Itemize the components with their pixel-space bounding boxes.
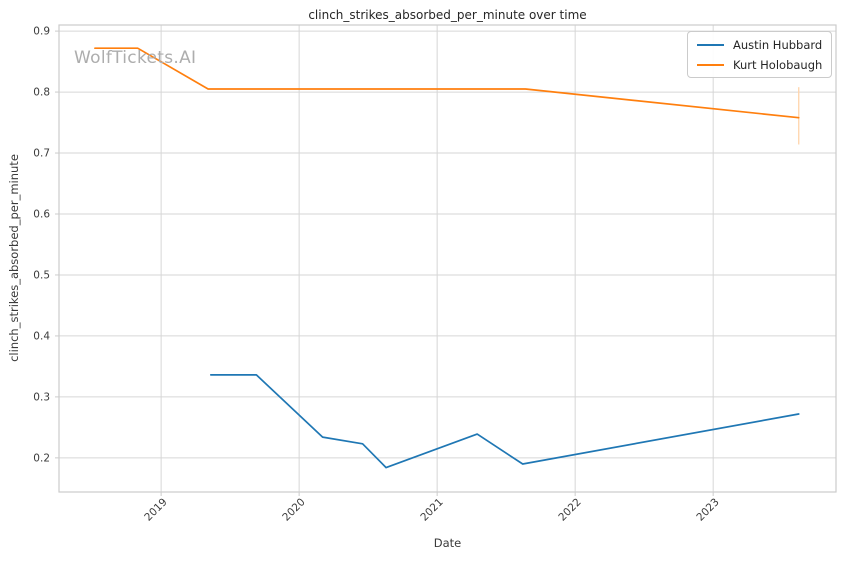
svg-text:0.9: 0.9 bbox=[33, 26, 50, 38]
legend-label-kurt-holobaugh: Kurt Holobaugh bbox=[733, 57, 823, 72]
svg-text:2021: 2021 bbox=[418, 496, 445, 523]
legend: Austin Hubbard Kurt Holobaugh bbox=[687, 31, 832, 78]
legend-item-kurt-holobaugh: Kurt Holobaugh bbox=[697, 57, 823, 72]
legend-label-austin-hubbard: Austin Hubbard bbox=[733, 37, 823, 52]
x-axis-title: Date bbox=[433, 536, 462, 550]
svg-text:2023: 2023 bbox=[694, 496, 721, 523]
svg-text:0.2: 0.2 bbox=[33, 452, 50, 464]
svg-text:0.5: 0.5 bbox=[33, 269, 50, 281]
svg-text:2019: 2019 bbox=[142, 496, 169, 523]
svg-text:0.3: 0.3 bbox=[33, 391, 50, 403]
y-axis-title: clinch_strikes_absorbed_per_minute bbox=[7, 154, 21, 362]
svg-text:0.8: 0.8 bbox=[33, 87, 50, 99]
svg-text:2020: 2020 bbox=[280, 496, 307, 523]
svg-text:2022: 2022 bbox=[556, 496, 583, 523]
chart-title: clinch_strikes_absorbed_per_minute over … bbox=[308, 8, 587, 22]
legend-item-austin-hubbard: Austin Hubbard bbox=[697, 37, 823, 52]
legend-line-sample-kurt-holobaugh bbox=[697, 63, 724, 66]
svg-text:0.7: 0.7 bbox=[33, 148, 50, 160]
svg-text:0.6: 0.6 bbox=[33, 208, 50, 220]
svg-text:0.4: 0.4 bbox=[33, 330, 50, 342]
legend-line-sample-austin-hubbard bbox=[697, 43, 724, 46]
